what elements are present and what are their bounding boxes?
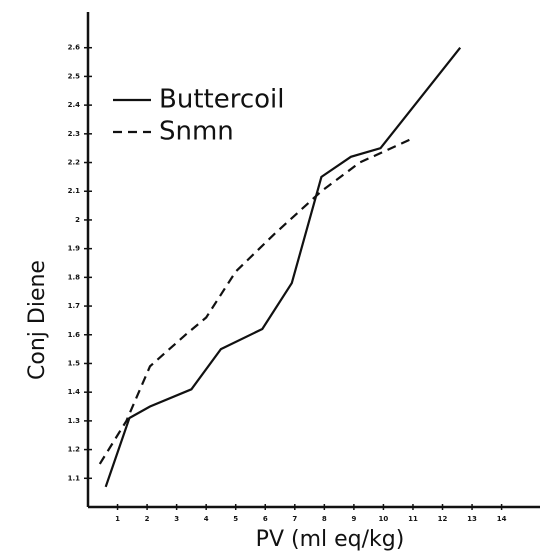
x-tick-label: 8 — [322, 515, 327, 523]
x-tick-label: 14 — [497, 515, 507, 523]
y-tick-label: 2.5 — [68, 72, 81, 80]
y-tick-label: 1.5 — [68, 359, 81, 367]
x-axis-label: PV (ml eq/kg) — [256, 527, 405, 552]
legend-label: Buttercoil — [159, 85, 284, 115]
y-axis-label: Conj Diene — [25, 260, 50, 380]
x-tick-label: 5 — [233, 515, 238, 523]
legend-label: Snmn — [159, 117, 234, 147]
y-tick-label: 2.4 — [68, 101, 81, 109]
y-tick-label: 1.3 — [68, 417, 81, 425]
y-tick-label: 1.6 — [68, 331, 81, 339]
x-tick-label: 4 — [204, 515, 209, 523]
x-tick-label: 9 — [351, 515, 356, 523]
y-tick-label: 1.1 — [68, 474, 81, 482]
y-tick-label: 1.8 — [68, 273, 81, 281]
x-tick-label: 13 — [467, 515, 477, 523]
y-tick-label: 2.2 — [68, 159, 81, 167]
y-tick-label: 1.2 — [68, 446, 81, 454]
x-tick-label: 2 — [145, 515, 150, 523]
y-tick-label: 2.1 — [68, 187, 81, 195]
x-tick-label: 11 — [408, 515, 418, 523]
x-tick-label: 10 — [379, 515, 389, 523]
y-tick-label: 1.9 — [68, 245, 81, 253]
y-tick-label: 1.4 — [68, 388, 81, 396]
y-tick-label: 2.6 — [68, 44, 81, 52]
x-tick-label: 1 — [115, 515, 120, 523]
x-tick-label: 7 — [292, 515, 297, 523]
y-tick-label: 1.7 — [68, 302, 81, 310]
x-tick-label: 12 — [438, 515, 448, 523]
series-line — [98, 138, 411, 465]
x-tick-label: 6 — [263, 515, 268, 523]
x-tick-label: 3 — [174, 515, 179, 523]
y-tick-label: 2.3 — [68, 130, 81, 138]
y-tick-label: 2 — [75, 216, 80, 224]
series-line — [104, 47, 462, 488]
